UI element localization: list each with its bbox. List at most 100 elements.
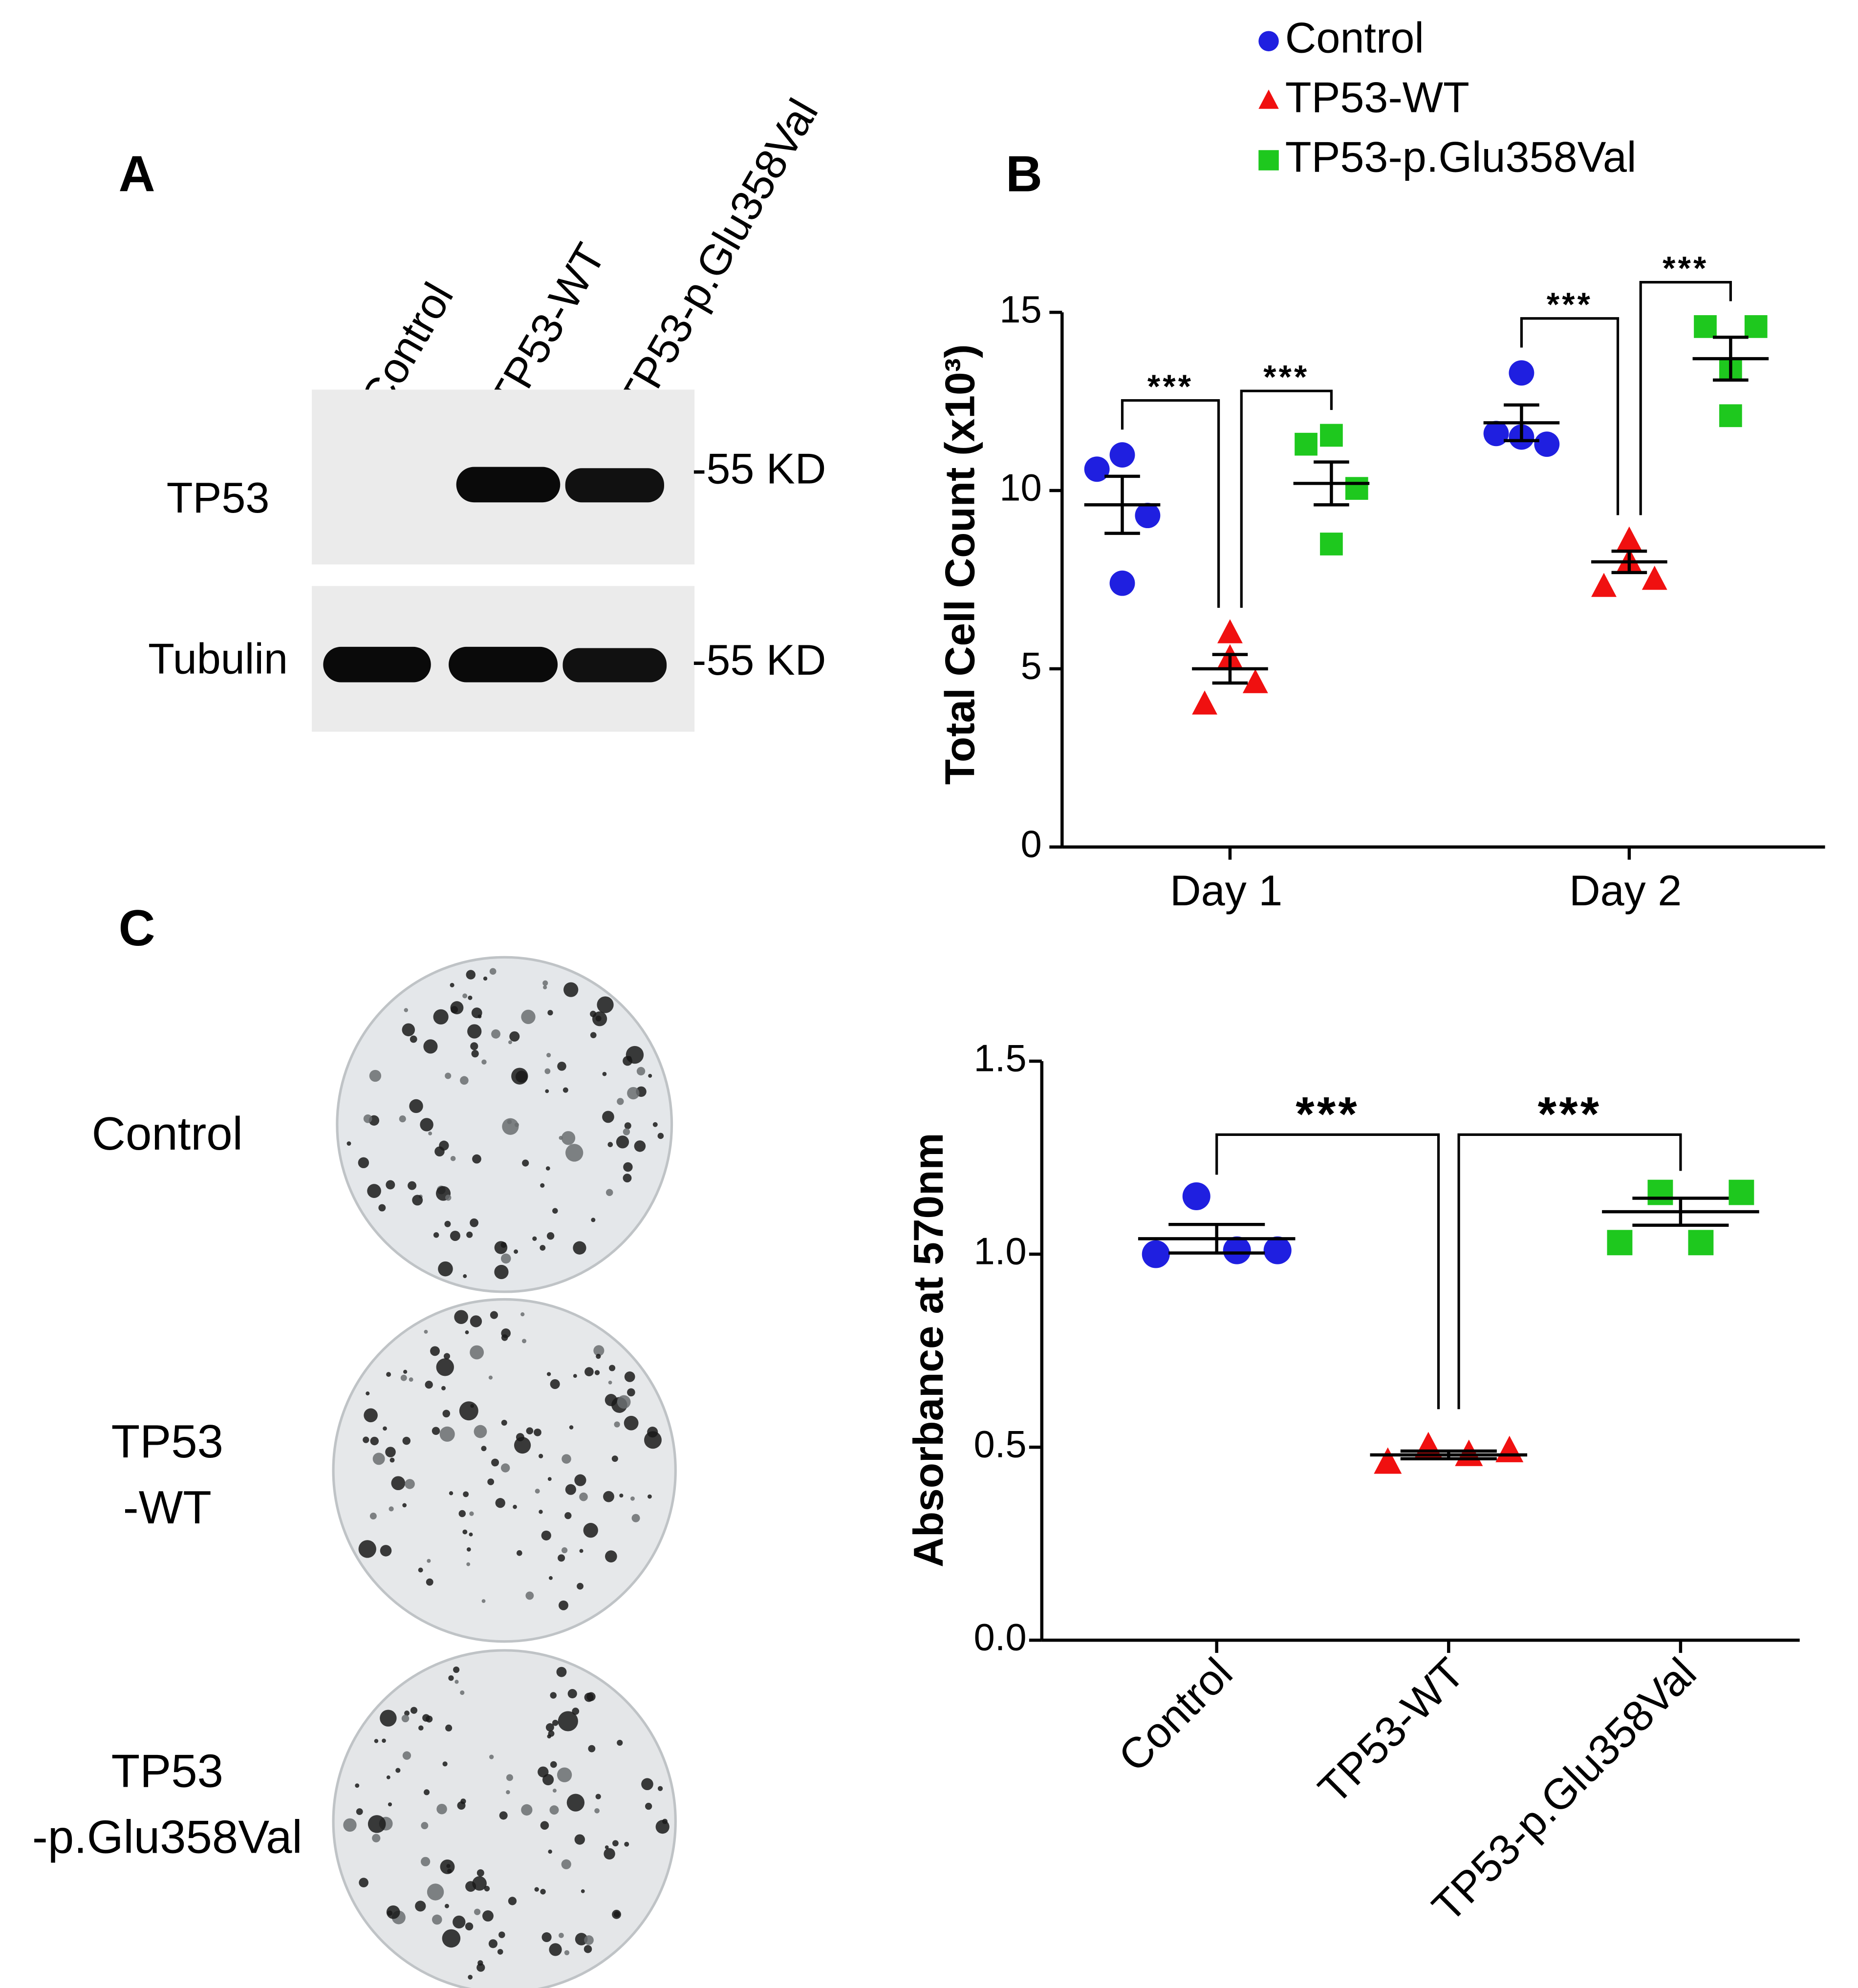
colony [605,1189,613,1197]
colony [612,1840,619,1847]
colony [399,1115,406,1123]
colony [466,970,476,980]
colony [552,1789,557,1793]
colony [559,1600,568,1610]
significance-bracket [1215,1133,1440,1410]
point [1694,315,1717,338]
colony [564,1950,570,1955]
point [1192,690,1218,715]
colony [428,1131,432,1135]
colony [624,1841,629,1847]
colony [425,1380,433,1389]
colony [469,1532,473,1537]
colony [501,1419,507,1426]
colony [444,1903,449,1908]
colony [605,1845,609,1849]
colony-plates: Control TP53 -WT TP53 -p.Glu358Val [32,956,677,1988]
colony [558,1554,565,1562]
colony [427,1559,431,1563]
colony [540,1889,546,1895]
point [1223,1236,1251,1264]
colony [491,1029,501,1039]
colony [611,1455,618,1462]
point [1509,360,1534,386]
legend-marker [1258,31,1279,51]
plate-label: TP53 [111,1745,223,1797]
colony [433,1009,449,1025]
colony [418,1567,423,1573]
colony [424,1329,428,1334]
colony [562,1087,568,1093]
protein-label: Tubulin [148,634,288,683]
lane-label: TP53-p.Glu358Val [610,91,827,419]
panel-label: A [119,146,155,202]
colony [657,1133,664,1139]
marker-label: -55 KD [692,636,826,684]
colony [374,1739,379,1743]
colony [389,1506,394,1512]
colony [404,1710,410,1716]
colony [366,1391,370,1396]
colony [364,1408,378,1423]
significance-bracket [1639,281,1732,515]
colony [583,1945,592,1953]
colony [566,1794,585,1812]
colony [627,1388,635,1397]
colony [402,1023,415,1037]
colony [607,1142,613,1147]
point [1263,1236,1292,1264]
y-tick-label: 1.5 [974,1037,1027,1079]
significance-label: *** [1147,368,1193,405]
legend-marker [1258,89,1279,109]
legend-label: Control [1285,14,1424,62]
colony [534,1428,541,1436]
colony [498,1931,505,1938]
significance-label: *** [1547,286,1593,323]
colony [548,1849,552,1854]
colony [594,1808,600,1814]
colony [395,1768,401,1773]
colony [569,1425,574,1430]
colony [542,980,548,986]
colony [463,1491,469,1497]
colony [445,1072,452,1079]
colony [442,1929,461,1948]
colony [380,1710,397,1727]
colony [382,1738,386,1743]
colony [556,1667,567,1677]
colony [588,1745,596,1753]
point [1728,1179,1754,1205]
colony [624,1122,631,1130]
colony [501,1328,511,1338]
colony [634,1140,646,1152]
colony [427,1883,444,1901]
colony [358,1157,369,1169]
colony [548,1730,555,1737]
colony [540,1821,549,1830]
colony [515,1070,528,1083]
point [1374,1447,1402,1474]
colony [462,1529,468,1535]
colony [573,1374,577,1378]
colony [616,1135,629,1149]
colony [471,1050,479,1058]
colony [470,1218,479,1227]
colony [562,1547,568,1554]
colony [422,1714,430,1722]
colony [499,1811,508,1820]
colony [500,1463,510,1473]
point [1647,1179,1673,1205]
colony [565,1484,576,1495]
colony [443,1353,451,1360]
colony [440,1859,455,1874]
colony [458,1510,466,1518]
colony [565,1144,583,1162]
colony [597,996,614,1013]
colony [605,1550,617,1562]
colony [627,1087,640,1100]
colony [602,1111,614,1123]
colony [595,1015,602,1022]
colony [534,1887,539,1892]
colony [378,1204,386,1212]
